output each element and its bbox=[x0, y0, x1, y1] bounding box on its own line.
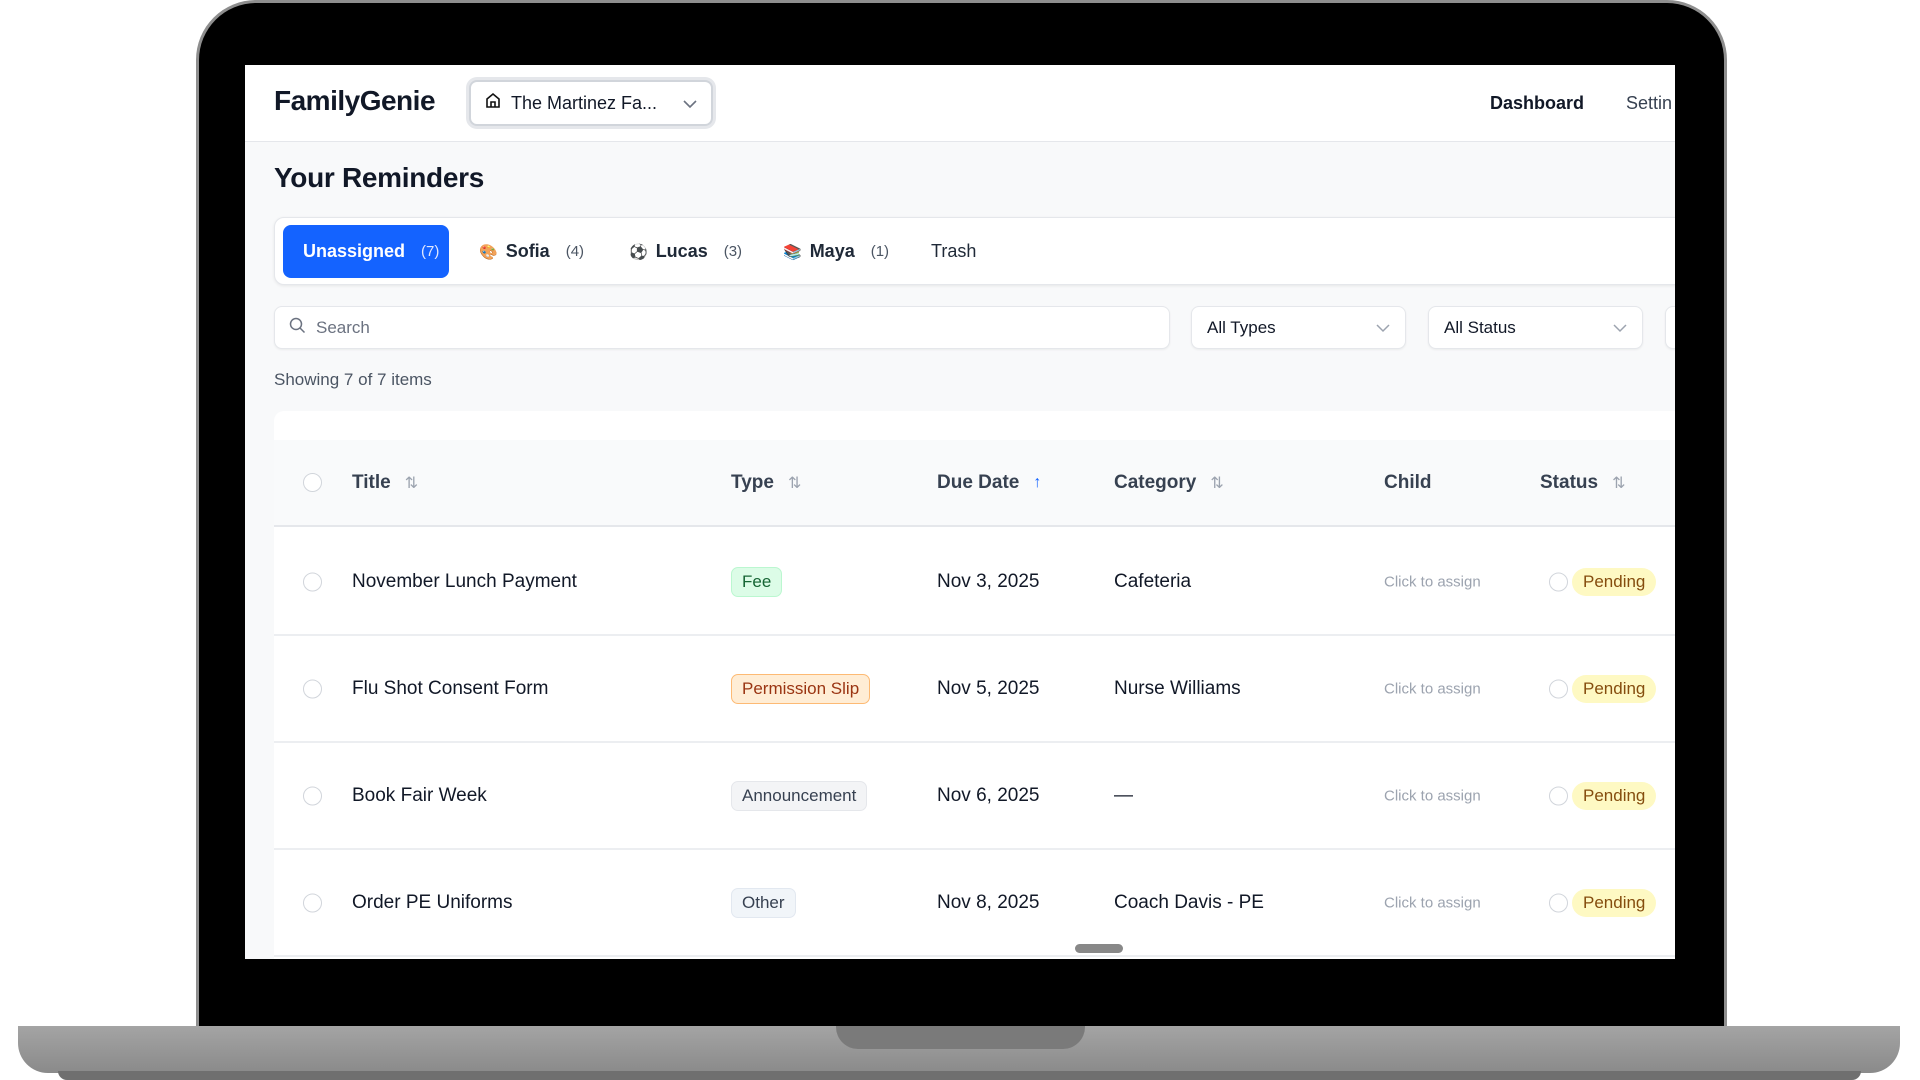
assign-child-button[interactable]: Click to assign bbox=[1384, 573, 1481, 590]
status-checkbox[interactable] bbox=[1549, 572, 1568, 591]
laptop-notch bbox=[836, 1026, 1085, 1049]
column-due-date[interactable]: Due Date ↑ bbox=[937, 472, 1041, 494]
sort-icon: ⇅ bbox=[1210, 475, 1224, 492]
page-title: Your Reminders bbox=[274, 162, 484, 193]
category: Cafeteria bbox=[1114, 570, 1192, 592]
tab-label: Unassigned bbox=[303, 241, 406, 261]
type-filter-select[interactable]: All Types bbox=[1191, 306, 1406, 349]
row-checkbox[interactable] bbox=[303, 893, 322, 912]
family-selector-label: The Martinez Fa... bbox=[511, 92, 658, 113]
tab-lucas[interactable]: ⚽ Lucas (3) bbox=[629, 225, 742, 278]
category: — bbox=[1114, 784, 1133, 806]
row-checkbox[interactable] bbox=[303, 786, 322, 805]
app-logo[interactable]: FamilyGenie bbox=[274, 85, 436, 116]
tab-count: (3) bbox=[723, 243, 743, 260]
nav-dashboard[interactable]: Dashboard bbox=[1490, 93, 1585, 113]
laptop-base-edge bbox=[58, 1071, 1861, 1080]
soccer-ball-icon: ⚽ bbox=[629, 243, 648, 261]
reminders-table: Title ⇅ Type ⇅ Due Date ↑ Category ⇅ Child S… bbox=[274, 411, 1675, 959]
home-icon bbox=[485, 92, 501, 114]
column-status[interactable]: Status ⇅ bbox=[1540, 472, 1625, 494]
due-date: Nov 3, 2025 bbox=[937, 570, 1040, 592]
status-checkbox[interactable] bbox=[1549, 679, 1568, 698]
sort-icon: ⇅ bbox=[404, 475, 419, 492]
column-child: Child bbox=[1384, 472, 1432, 494]
items-count: Showing 7 of 7 items bbox=[274, 370, 432, 389]
column-title[interactable]: Title ⇅ bbox=[352, 472, 418, 494]
type-badge: Other bbox=[731, 887, 796, 918]
sort-icon: ⇅ bbox=[787, 475, 802, 492]
type-badge: Fee bbox=[731, 566, 783, 597]
tab-label: Lucas bbox=[655, 241, 708, 261]
assign-child-button[interactable]: Click to assign bbox=[1384, 787, 1481, 804]
status-filter-select[interactable]: All Status bbox=[1428, 306, 1643, 349]
books-icon: 📚 bbox=[783, 243, 802, 261]
app-screen: FamilyGenie The Martinez Fa... Dashboard… bbox=[245, 65, 1675, 959]
due-date: Nov 6, 2025 bbox=[937, 784, 1040, 806]
column-category[interactable]: Category ⇅ bbox=[1114, 472, 1224, 494]
tab-count: (7) bbox=[421, 243, 440, 260]
assign-child-button[interactable]: Click to assign bbox=[1384, 894, 1481, 911]
table-header: Title ⇅ Type ⇅ Due Date ↑ Category ⇅ Child S… bbox=[274, 440, 1675, 527]
tab-label: Sofia bbox=[505, 241, 550, 261]
table-row[interactable]: Flu Shot Consent Form Permission Slip No… bbox=[274, 636, 1675, 743]
type-badge: Permission Slip bbox=[731, 673, 871, 704]
tab-count: (4) bbox=[565, 243, 585, 260]
status-filter-value: All Status bbox=[1444, 317, 1516, 337]
nav-settings[interactable]: Settin bbox=[1626, 93, 1673, 113]
status-badge[interactable]: Pending bbox=[1572, 567, 1657, 596]
search-input[interactable]: Search bbox=[274, 306, 1170, 349]
column-label: Title bbox=[352, 472, 391, 493]
row-title[interactable]: Flu Shot Consent Form bbox=[352, 677, 549, 699]
column-label: Category bbox=[1114, 472, 1197, 493]
select-all-checkbox[interactable] bbox=[303, 473, 322, 492]
tab-trash[interactable]: Trash bbox=[931, 225, 976, 278]
family-selector[interactable]: The Martinez Fa... bbox=[469, 80, 713, 126]
tab-label: Trash bbox=[931, 241, 977, 261]
row-checkbox[interactable] bbox=[303, 572, 322, 591]
extra-filter-select[interactable] bbox=[1665, 306, 1675, 349]
scrollbar-handle[interactable] bbox=[1075, 944, 1123, 953]
type-filter-value: All Types bbox=[1207, 317, 1276, 337]
assign-child-button[interactable]: Click to assign bbox=[1384, 680, 1481, 697]
chevron-down-icon bbox=[683, 93, 697, 114]
palette-icon: 🎨 bbox=[479, 243, 498, 261]
status-checkbox[interactable] bbox=[1549, 786, 1568, 805]
status-badge[interactable]: Pending bbox=[1572, 674, 1657, 703]
tab-maya[interactable]: 📚 Maya (1) bbox=[783, 225, 889, 278]
column-label: Due Date bbox=[937, 472, 1020, 493]
sort-icon: ⇅ bbox=[1612, 475, 1626, 492]
top-header: FamilyGenie The Martinez Fa... Dashboard… bbox=[245, 65, 1675, 142]
sort-ascending-icon: ↑ bbox=[1033, 474, 1042, 491]
tab-unassigned[interactable]: Unassigned (7) bbox=[283, 225, 449, 278]
status-badge[interactable]: Pending bbox=[1572, 781, 1657, 810]
chevron-down-icon bbox=[1376, 318, 1390, 338]
tab-label: Maya bbox=[809, 241, 855, 261]
type-badge: Announcement bbox=[731, 780, 868, 811]
category: Nurse Williams bbox=[1114, 677, 1241, 699]
row-title[interactable]: Book Fair Week bbox=[352, 784, 487, 806]
due-date: Nov 8, 2025 bbox=[937, 891, 1040, 913]
row-checkbox[interactable] bbox=[303, 679, 322, 698]
tab-count: (1) bbox=[870, 243, 890, 260]
row-title[interactable]: Order PE Uniforms bbox=[352, 891, 513, 913]
table-row[interactable]: Book Fair Week Announcement Nov 6, 2025 … bbox=[274, 743, 1675, 850]
column-type[interactable]: Type ⇅ bbox=[731, 472, 801, 494]
chevron-down-icon bbox=[1613, 318, 1627, 338]
table-row[interactable]: November Lunch Payment Fee Nov 3, 2025 C… bbox=[274, 529, 1675, 636]
search-icon bbox=[289, 317, 306, 339]
row-title[interactable]: November Lunch Payment bbox=[352, 570, 577, 592]
tab-sofia[interactable]: 🎨 Sofia (4) bbox=[479, 225, 584, 278]
column-label: Type bbox=[731, 472, 774, 493]
status-checkbox[interactable] bbox=[1549, 893, 1568, 912]
status-badge[interactable]: Pending bbox=[1572, 888, 1657, 917]
column-label: Child bbox=[1384, 472, 1432, 493]
due-date: Nov 5, 2025 bbox=[937, 677, 1040, 699]
column-label: Status bbox=[1540, 472, 1599, 493]
table-row[interactable]: Order PE Uniforms Other Nov 8, 2025 Coac… bbox=[274, 850, 1675, 957]
child-tabs: Unassigned (7) 🎨 Sofia (4) ⚽ Lucas (3) 📚 Maya (… bbox=[274, 217, 1675, 285]
search-placeholder: Search bbox=[316, 317, 370, 337]
category: Coach Davis - PE bbox=[1114, 891, 1264, 913]
